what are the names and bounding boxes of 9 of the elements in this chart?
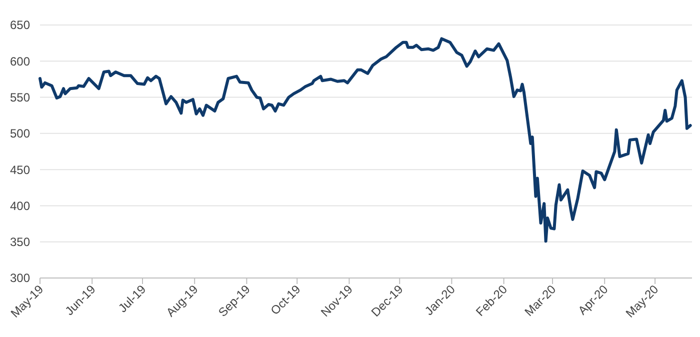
y-tick-label: 650 [10, 18, 30, 32]
y-tick-label: 400 [10, 198, 30, 213]
y-tick-label: 500 [10, 126, 30, 141]
y-tick-label: 300 [10, 271, 30, 286]
y-tick-label: 350 [10, 235, 30, 250]
y-tick-label: 450 [10, 162, 30, 177]
y-tick-label: 550 [10, 90, 30, 104]
line-series [38, 37, 692, 243]
y-tick-label: 600 [10, 54, 30, 68]
